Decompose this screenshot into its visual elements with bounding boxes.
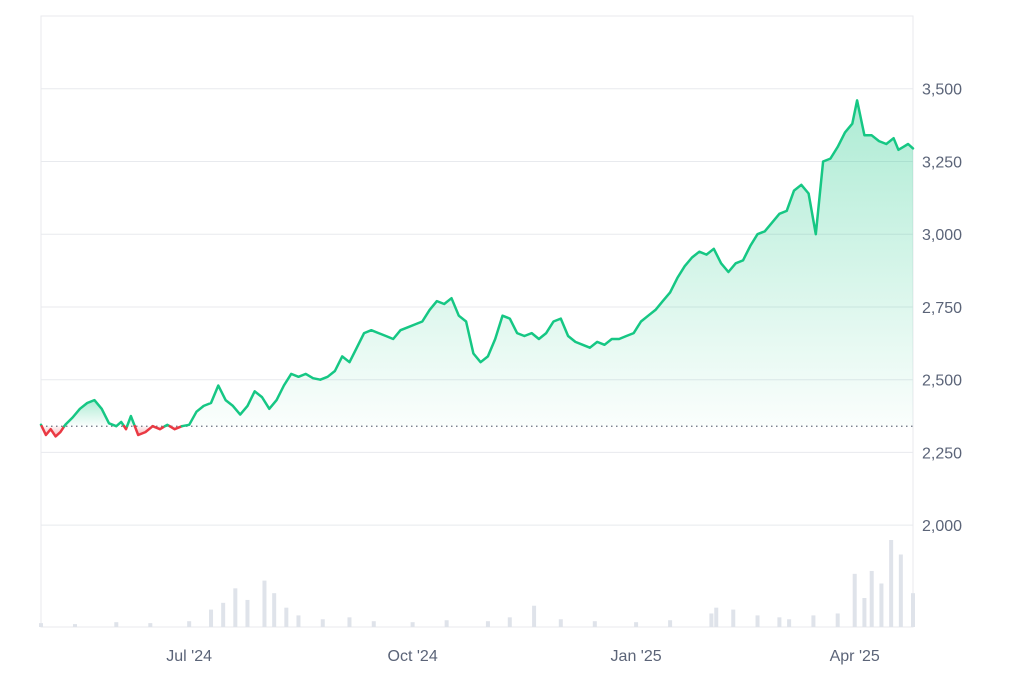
volume-bar-14 xyxy=(347,617,352,627)
y-tick-label-5: 3,250 xyxy=(922,154,962,171)
y-tick-label-3: 2,750 xyxy=(922,300,962,317)
x-tick-label-0: Jul '24 xyxy=(166,648,212,665)
volume-bar-20 xyxy=(532,605,537,627)
volume-bar-25 xyxy=(709,613,714,627)
volume-bar-7 xyxy=(233,588,238,627)
y-tick-label-0: 2,000 xyxy=(922,518,962,535)
volume-bar-29 xyxy=(777,617,782,627)
volume-bar-18 xyxy=(485,621,490,627)
volume-bar-15 xyxy=(371,621,376,627)
line-above-2 xyxy=(63,398,126,428)
volume-bar-31 xyxy=(811,615,816,627)
volume-bar-16 xyxy=(410,622,415,627)
y-tick-label-4: 3,000 xyxy=(922,227,962,244)
volume-bar-10 xyxy=(272,593,277,627)
line-below-5 xyxy=(133,424,154,437)
x-axis: Jul '24 Oct '24 Jan '25 Apr '25 xyxy=(166,648,880,665)
volume-bar-8 xyxy=(245,599,250,627)
volume-bar-24 xyxy=(668,620,673,627)
volume-bar-35 xyxy=(869,570,874,627)
line-above-10 xyxy=(180,99,915,428)
line-above-4 xyxy=(125,414,137,428)
volume-bar-11 xyxy=(284,607,289,627)
volume-bar-2 xyxy=(114,622,119,627)
volume-bar-33 xyxy=(852,573,857,627)
volume-bar-38 xyxy=(898,554,903,627)
area-above-2 xyxy=(64,400,125,427)
volume-bar-30 xyxy=(787,619,792,627)
volume-bar-12 xyxy=(296,615,301,627)
y-tick-label-2: 2,500 xyxy=(922,373,962,390)
line-below-1 xyxy=(40,424,66,438)
volume-bar-23 xyxy=(634,622,639,627)
volume-bar-3 xyxy=(148,623,153,627)
y-tick-label-6: 3,500 xyxy=(922,82,962,99)
volume-bar-26 xyxy=(714,607,719,627)
volume-bar-36 xyxy=(879,583,884,627)
volume-bar-34 xyxy=(862,598,867,627)
volume-bar-1 xyxy=(73,624,78,627)
price-line xyxy=(39,99,915,438)
area-above-10 xyxy=(181,100,913,427)
y-axis: 2,000 2,250 2,500 2,750 3,000 3,250 3,500 xyxy=(922,82,962,535)
x-tick-label-1: Oct '24 xyxy=(388,648,438,665)
volume-bars xyxy=(39,540,915,627)
volume-bar-37 xyxy=(889,540,894,627)
volume-bar-28 xyxy=(755,615,760,627)
line-below-9 xyxy=(168,424,184,431)
y-tick-label-1: 2,250 xyxy=(922,445,962,462)
volume-bar-39 xyxy=(911,593,915,627)
volume-bar-5 xyxy=(209,609,214,627)
volume-bar-4 xyxy=(187,621,192,627)
volume-bar-0 xyxy=(39,623,43,627)
volume-bar-32 xyxy=(835,613,840,627)
volume-bar-17 xyxy=(444,620,449,627)
volume-bar-9 xyxy=(262,580,267,627)
volume-bar-19 xyxy=(507,617,512,627)
x-tick-label-3: Apr '25 xyxy=(830,648,880,665)
volume-bar-22 xyxy=(592,621,597,627)
volume-bar-27 xyxy=(731,609,736,627)
volume-bar-6 xyxy=(221,602,226,627)
x-tick-label-2: Jan '25 xyxy=(611,648,662,665)
price-area xyxy=(41,100,913,437)
volume-bar-21 xyxy=(558,619,563,627)
volume-bar-13 xyxy=(320,619,325,627)
line-below-7 xyxy=(151,424,167,431)
